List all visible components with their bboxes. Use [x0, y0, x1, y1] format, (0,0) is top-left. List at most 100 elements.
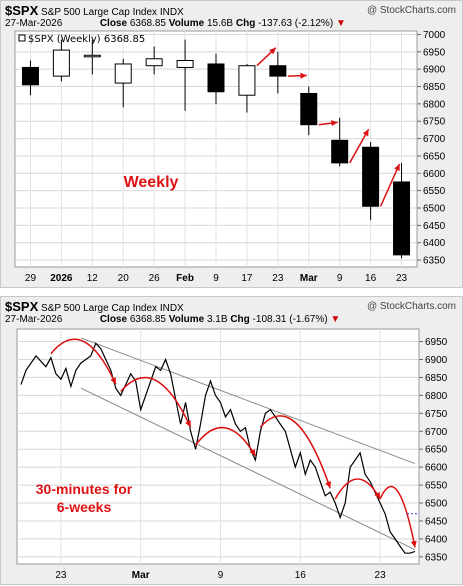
x-tick-label: 29: [25, 273, 37, 284]
red-swing-arc: [194, 426, 257, 457]
watermark: @ StockCharts.com: [366, 5, 456, 16]
chg-value-2: -108.31 (-1.67%): [252, 314, 328, 325]
candle-body: [393, 181, 411, 256]
red-arc-arrowhead: [325, 481, 332, 489]
intraday-annotation-line1: 30-minutes for: [36, 481, 133, 497]
exchange: INDX: [159, 7, 184, 18]
candle-body: [145, 58, 163, 67]
y-tick-label: 6400: [423, 238, 446, 249]
y-tick-label-2: 6750: [425, 409, 448, 420]
x-tick-label: 12: [87, 273, 99, 284]
red-swing-arc: [259, 415, 331, 489]
y-tick-label-2: 6550: [425, 481, 448, 492]
symbol-2: $SPX: [5, 299, 39, 314]
channel-upper-line: [80, 337, 416, 465]
y-tick-label: 6950: [423, 47, 446, 58]
red-arc-arrowhead: [410, 540, 417, 548]
x-tick-label-2: 9: [218, 570, 224, 581]
x-tick-label: 23: [272, 273, 284, 284]
symbol-name: S&P 500 Large Cap Index: [41, 7, 158, 18]
x-tick-label: 2026: [50, 273, 73, 284]
symbol-name-2: S&P 500 Large Cap Index: [41, 303, 158, 314]
weekly-candlestick-chart: 6350 6400 6450 6500 6550 6600 6650 6700 6750 6800…: [14, 30, 446, 284]
symbol: $SPX: [5, 3, 39, 18]
x-tick-label: 23: [396, 273, 408, 284]
chart-title-row: $SPX S&P 500 Large Cap Index INDX: [5, 3, 184, 18]
y-tick-label: 6350: [423, 256, 446, 267]
candle-body: [300, 92, 318, 126]
chg-value: -137.63 (-2.12%): [258, 18, 334, 29]
red-arc-arrowhead: [110, 377, 116, 385]
y-tick-label: 6800: [423, 99, 446, 110]
red-arrowhead: [331, 120, 338, 127]
volume-value-2: 3.1B: [206, 314, 228, 325]
exchange-2: INDX: [159, 303, 184, 314]
candle-body: [331, 139, 349, 164]
y-tick-label-2: 6950: [425, 337, 448, 348]
y-tick-label-2: 6400: [425, 534, 448, 545]
intraday-annotation-line2: 6-weeks: [57, 499, 112, 515]
red-arc-arrowhead: [374, 492, 381, 500]
candle-body: [207, 63, 225, 93]
red-arrowhead: [300, 72, 307, 79]
chg-label-2: Chg: [230, 314, 250, 325]
x-tick-label-2: 23: [55, 570, 67, 581]
legend-label: $SPX (Weekly) 6368.85: [28, 34, 145, 45]
plot-area-2: [16, 328, 420, 565]
y-tick-label: 6900: [423, 65, 446, 76]
candle-body: [238, 65, 256, 96]
intraday-line-chart: 6350 6400 6450 6500 6550 6600 6650 6700 6750 6800…: [16, 328, 448, 581]
y-tick-label-2: 6900: [425, 355, 448, 366]
channel-lower-line: [80, 387, 416, 551]
red-swing-arc: [50, 338, 117, 385]
x-tick-label: 9: [213, 273, 219, 284]
chart-title-row-2: $SPX S&P 500 Large Cap Index INDX: [5, 299, 184, 314]
x-tick-label-2: Mar: [132, 570, 150, 581]
quote-row: 27-Mar-2026 Close 6368.85 Volume 15.6B C…: [5, 18, 346, 29]
red-swing-arc: [120, 376, 192, 428]
volume-label: Volume: [168, 18, 205, 29]
y-tick-label: 6850: [423, 82, 446, 93]
y-tick-label-2: 6800: [425, 391, 448, 402]
quote-date-2: 27-Mar-2026: [5, 314, 63, 325]
candle-body: [269, 65, 287, 77]
intraday-chart-panel: $SPX S&P 500 Large Cap Index INDX @ Stoc…: [0, 296, 463, 585]
legend-candle-icon: [18, 34, 26, 42]
candle-body: [176, 60, 194, 68]
candle-body: [362, 146, 380, 207]
x-tick-label: 26: [149, 273, 161, 284]
y-tick-label: 6450: [423, 221, 446, 232]
red-swing-arc: [334, 478, 381, 500]
watermark-2: @ StockCharts.com: [366, 301, 456, 312]
red-arrowhead: [362, 129, 369, 137]
volume-label-2: Volume: [168, 314, 205, 325]
y-tick-label: 6700: [423, 134, 446, 145]
weekly-chart-panel: $SPX S&P 500 Large Cap Index INDX @ Stoc…: [0, 0, 463, 288]
red-trend-arrow: [379, 163, 401, 207]
red-arc-arrowhead: [249, 448, 256, 456]
y-tick-label-2: 6650: [425, 445, 448, 456]
x-tick-label: 16: [365, 273, 377, 284]
volume-value: 15.6B: [206, 18, 234, 29]
red-arrowhead: [394, 163, 400, 171]
y-tick-label: 7000: [423, 30, 446, 41]
y-tick-label-2: 6500: [425, 499, 448, 510]
down-arrow-icon-2: ▼: [330, 314, 341, 325]
y-tick-label: 6600: [423, 169, 446, 180]
candle-body: [52, 49, 70, 77]
candle-body: [21, 66, 39, 86]
red-arrowhead: [269, 47, 276, 55]
chg-label: Chg: [235, 18, 256, 29]
x-tick-label: 17: [241, 273, 253, 284]
y-tick-label: 6650: [423, 151, 446, 162]
price-line: [20, 342, 416, 554]
x-tick-label: 20: [118, 273, 130, 284]
y-tick-label: 6550: [423, 186, 446, 197]
close-value-2: 6368.85: [129, 314, 166, 325]
weekly-annotation: Weekly: [124, 174, 179, 191]
close-label-2: Close: [99, 314, 128, 325]
y-tick-label: 6750: [423, 117, 446, 128]
y-tick-label-2: 6850: [425, 373, 448, 384]
y-tick-label-2: 6350: [425, 552, 448, 563]
quote-date: 27-Mar-2026: [5, 18, 63, 29]
